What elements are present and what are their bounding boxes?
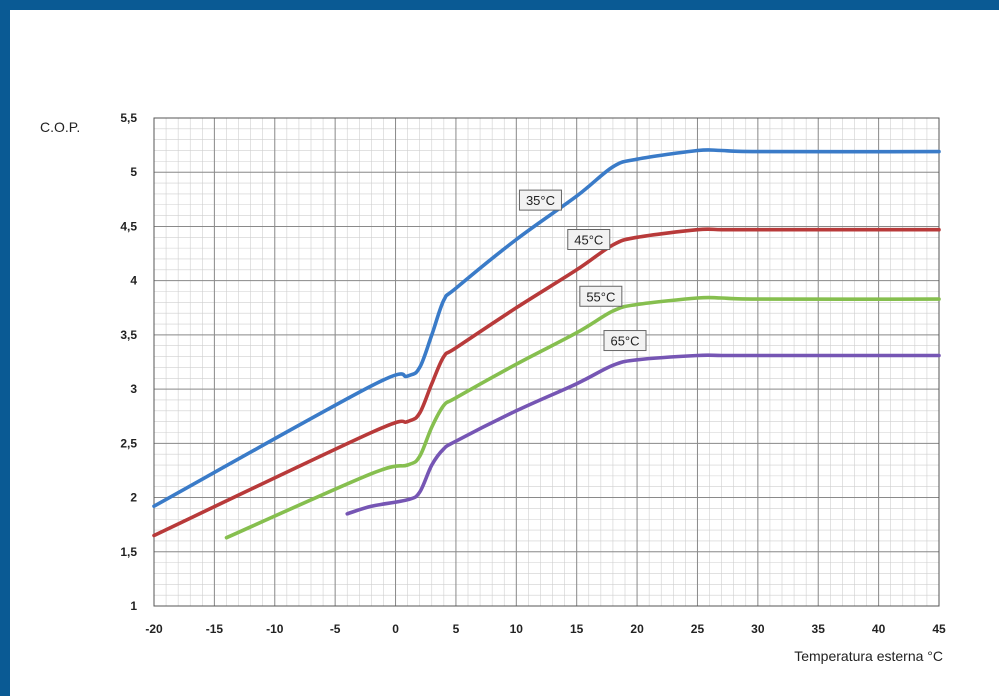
series-label-box-45Cc bbox=[567, 229, 611, 251]
x-tick-label: 35 bbox=[812, 622, 826, 636]
series-label-box-55Cc bbox=[579, 285, 623, 307]
series-line-35Cc bbox=[152, 148, 941, 508]
y-tick-label: 4,5 bbox=[120, 219, 137, 233]
x-axis-title: Temperatura esterna °C bbox=[794, 648, 943, 664]
x-axis-ticks: -20 -15 -10 -5 0 5 10 15 20 25 30 35 40 45 bbox=[145, 622, 946, 636]
x-tick-label: 10 bbox=[510, 622, 524, 636]
x-tick-label: 20 bbox=[630, 622, 644, 636]
cop-line-chart: -20 -15 -10 -5 0 5 10 15 20 25 30 35 40 45 11,522,533… bbox=[40, 111, 946, 664]
y-tick-label: 3 bbox=[130, 382, 137, 396]
series-label-55Cc: 55°C bbox=[586, 289, 615, 304]
x-tick-label: 45 bbox=[932, 622, 946, 636]
major-grid bbox=[153, 117, 940, 607]
y-tick-label: 4 bbox=[130, 274, 137, 288]
series-line-65Cc bbox=[345, 353, 941, 516]
series-label-45Cc: 45°C bbox=[574, 233, 603, 248]
series-line-45Cc bbox=[152, 227, 941, 538]
series-line-55Cc bbox=[224, 295, 941, 540]
x-tick-label: 30 bbox=[751, 622, 765, 636]
x-tick-label: -10 bbox=[266, 622, 284, 636]
x-tick-label: 0 bbox=[392, 622, 399, 636]
y-tick-label: 5 bbox=[130, 165, 137, 179]
x-tick-label: -20 bbox=[145, 622, 163, 636]
y-axis-ticks: 1 1,5 2 2,5 3 3,5 4 4,5 5 5,5 bbox=[120, 111, 137, 613]
chart-frame: -20 -15 -10 -5 0 5 10 15 20 25 30 35 40 45 1 1,5 2 2,5 3 3… bbox=[10, 10, 999, 696]
y-axis-title: C.O.P. bbox=[40, 119, 80, 135]
y-tick-label: 1 bbox=[130, 599, 137, 613]
y-tick-label: 2 bbox=[130, 491, 137, 505]
x-tick-label: -5 bbox=[330, 622, 341, 636]
series-label-box-35Cc bbox=[518, 189, 562, 211]
y-tick-label: 5,5 bbox=[120, 111, 137, 125]
y-tick-label: 1,5 bbox=[120, 545, 137, 559]
series-lines bbox=[152, 148, 941, 540]
series-label-35Cc: 35°C bbox=[526, 193, 555, 208]
y-tick-label: 2,5 bbox=[120, 436, 137, 450]
x-tick-label: -15 bbox=[206, 622, 224, 636]
y-tick-label: 3,5 bbox=[120, 328, 137, 342]
series-label-box-65Cc bbox=[603, 330, 647, 352]
series-labels: 35°C 45°C 55°C 65°C bbox=[518, 189, 647, 352]
x-tick-label: 5 bbox=[453, 622, 460, 636]
x-tick-label: 25 bbox=[691, 622, 705, 636]
series-label-65Cc: 65°C bbox=[610, 334, 639, 349]
x-tick-label: 15 bbox=[570, 622, 584, 636]
plot-border bbox=[153, 117, 940, 607]
x-tick-label: 40 bbox=[872, 622, 886, 636]
